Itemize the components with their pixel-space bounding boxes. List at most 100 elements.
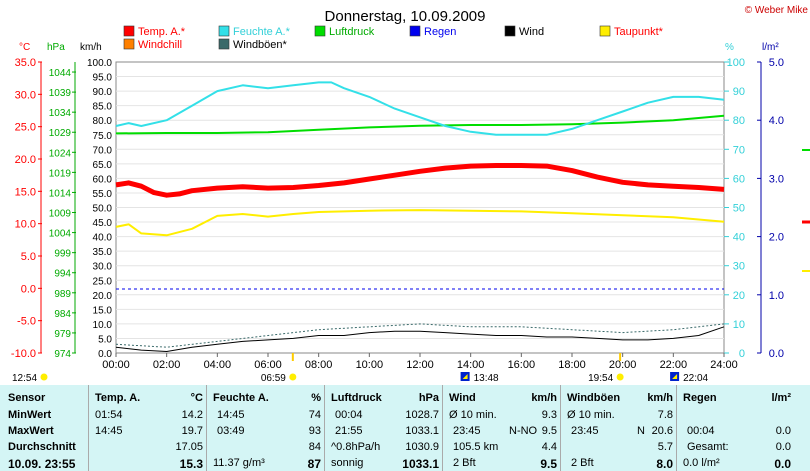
wind-tick-label: 40.0 — [93, 233, 113, 244]
press-tick-label: 1034 — [49, 108, 72, 119]
weather-chart: Donnerstag, 10.09.2009 © Weber Mike Temp… — [11, 5, 810, 384]
stats-temp-avg: 17.05 — [175, 441, 203, 453]
marker-arrow-glyph — [672, 374, 678, 379]
stats-wind-current: 9.5 — [540, 457, 557, 471]
stats-gust-avg: 5.7 — [657, 441, 673, 453]
stats-press-header: Luftdruck — [331, 392, 382, 404]
legend-label: Temp. A.* — [138, 26, 186, 38]
stats-temp-min-time: 01:54 — [95, 409, 123, 421]
series-line — [115, 209, 725, 237]
press-tick-label: 989 — [54, 289, 71, 300]
marker-time-label: 06:59 — [261, 373, 286, 384]
stats-wind-max-time: 23:45 — [453, 425, 481, 437]
legend-label: Windböen* — [233, 39, 288, 51]
stats-hum-current: 87 — [307, 457, 321, 471]
press-tick-label: 1019 — [49, 168, 72, 179]
temp-tick-label: 25.0 — [15, 122, 36, 134]
stats-hum-min-time: 14:45 — [217, 409, 245, 421]
wind-tick-label: 30.0 — [93, 262, 113, 273]
stats-temp-header: Temp. A. — [95, 392, 141, 404]
stats-wind-avg-label: Ø 10 min. — [449, 409, 497, 421]
stats-wind-header: Wind — [449, 392, 476, 404]
stats-rain-total: 0.0 — [775, 441, 791, 453]
hum-tick-label: 60 — [733, 173, 745, 185]
stats-press-min: 1028.7 — [405, 409, 439, 421]
stats-rain-max: 0.0 — [775, 425, 791, 437]
marker-sun-icon — [289, 373, 297, 381]
legend-label: Luftdruck — [329, 26, 375, 38]
stats-rain-rate: 0.0 l/m² — [683, 457, 720, 469]
stats-temp-min: 14.2 — [181, 409, 203, 421]
series-line — [115, 326, 725, 352]
time-tick-label: 12:00 — [406, 359, 434, 371]
series-line — [115, 81, 725, 136]
time-tick-label: 02:00 — [153, 359, 181, 371]
time-tick-label: 04:00 — [204, 359, 232, 371]
stats-max-label: MaxWert — [8, 425, 54, 437]
rain-tick-label: 3.0 — [769, 173, 784, 185]
stats-press-avg: 1030.9 — [405, 441, 439, 453]
hum-tick-label: 40 — [733, 232, 745, 244]
wind-tick-label: 5.0 — [98, 334, 112, 345]
time-tick-label: 20:00 — [609, 359, 637, 371]
stats-temp-unit: °C — [190, 392, 203, 404]
press-tick-label: 1009 — [49, 209, 72, 220]
wind-tick-label: 45.0 — [93, 218, 113, 229]
stats-temp-max-time: 14:45 — [95, 425, 123, 437]
legend-swatch — [409, 25, 421, 37]
brand-label: © Weber Mike — [745, 5, 809, 16]
temp-tick-label: 5.0 — [21, 251, 36, 263]
marker-time-label: 12:54 — [12, 373, 37, 384]
time-tick-label: 06:00 — [254, 359, 282, 371]
wind-tick-label: 65.0 — [93, 160, 113, 171]
stats-wind-avg: 4.4 — [541, 441, 557, 453]
stats-wind-max: 9.5 — [541, 425, 557, 437]
stats-gust-avg10: 7.8 — [657, 409, 673, 421]
rain-tick-label: 5.0 — [769, 57, 784, 69]
rain-unit: l/m² — [762, 42, 779, 53]
legend-swatch — [314, 25, 326, 37]
hum-tick-label: 20 — [733, 290, 745, 302]
wind-tick-label: 35.0 — [93, 247, 113, 258]
stats-press-max-time: 21:55 — [335, 425, 363, 437]
wind-tick-label: 85.0 — [93, 102, 113, 113]
legend-swatch — [123, 38, 135, 50]
stats-hum-unit: % — [311, 392, 321, 404]
hum-tick-label: 30 — [733, 261, 745, 273]
stats-col-hum: Feuchte A. % 14:45 74 03:49 93 84 11.37 … — [206, 385, 325, 471]
series-group — [115, 81, 725, 352]
stats-gust-max: 20.6 — [651, 425, 673, 437]
stats-temp-current: 15.3 — [179, 457, 203, 471]
stats-hum-header: Feuchte A. — [213, 392, 269, 404]
temp-tick-label: 20.0 — [15, 154, 36, 166]
legend: Temp. A.* Feuchte A.* Luftdruck Regen Wind Ta… — [123, 25, 664, 51]
wind-tick-label: 95.0 — [93, 73, 113, 84]
stats-wind-bft: 2 Bft — [453, 457, 476, 469]
temp-tick-label: -10.0 — [11, 348, 36, 360]
stats-hum-max-time: 03:49 — [217, 425, 245, 437]
stats-press-max: 1033.1 — [405, 425, 439, 437]
marker-sun-icon — [40, 373, 48, 381]
time-tick-label: 24:00 — [710, 359, 738, 371]
stats-gust-header: Windböen — [567, 392, 621, 404]
press-tick-label: 1024 — [49, 148, 72, 159]
wind-tick-label: 0.0 — [98, 349, 112, 360]
legend-swatch — [218, 38, 230, 50]
stats-press-current: 1033.1 — [402, 457, 439, 471]
stats-col-rain: Regen l/m² 00:04 0.0 Gesamt: 0.0 0.0 l/m… — [676, 385, 795, 471]
axes: 100.095.090.085.080.075.070.065.060.055.… — [11, 57, 784, 371]
stats-wind-unit: km/h — [531, 392, 557, 404]
time-tick-label: 14:00 — [457, 359, 485, 371]
hum-tick-label: 10 — [733, 319, 745, 331]
chart-title: Donnerstag, 10.09.2009 — [325, 8, 486, 25]
press-tick-label: 984 — [54, 309, 71, 320]
stats-gust-current: 8.0 — [656, 457, 673, 471]
stats-min-label: MinWert — [8, 409, 52, 421]
marker-sun-icon — [616, 373, 624, 381]
stats-rain-header: Regen — [683, 392, 717, 404]
wind-tick-label: 90.0 — [93, 87, 113, 98]
temp-tick-label: 10.0 — [15, 219, 36, 231]
stats-temp-max: 19.7 — [181, 425, 203, 437]
stats-col-wind: Wind km/h Ø 10 min. 9.3 23:45 N-NO 9.5 1… — [442, 385, 561, 471]
legend-swatch — [123, 25, 135, 37]
